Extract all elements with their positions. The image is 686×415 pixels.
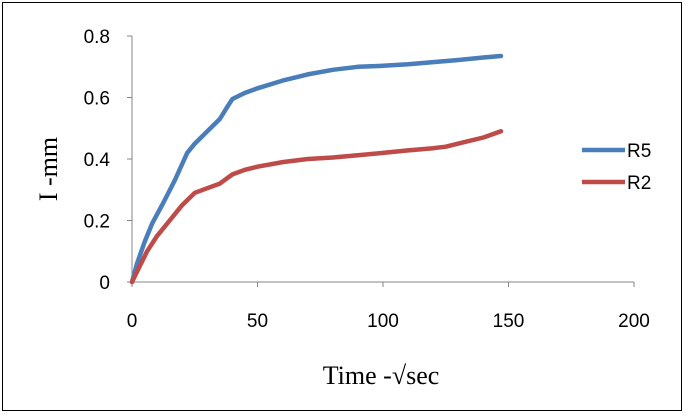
y-tick-label: 0 [99,273,110,294]
y-tick-label: 0.8 [84,27,110,48]
series-line-r5 [129,53,504,285]
y-axis-title: I -mm [34,137,63,201]
legend-label-r2: R2 [627,173,651,194]
series-lines [129,53,504,285]
legend-label-r5: R5 [627,141,651,162]
x-tick-label: 0 [127,311,138,332]
y-tick-label: 0.2 [84,212,110,233]
tick-marks [127,35,635,287]
tick-labels: 0 0.2 0.4 0.6 0.8 0 50 100 150 200 [84,27,650,332]
y-tick-label: 0.4 [84,150,111,171]
y-tick-label: 0.6 [84,89,110,110]
x-tick-label: 150 [493,311,525,332]
x-axis-title: Time -√sec [323,361,440,390]
series-line-r2 [129,129,504,285]
x-tick-label: 50 [247,311,268,332]
x-tick-label: 100 [367,311,399,332]
legend: R5 R2 [582,141,651,194]
axes [131,36,634,283]
x-tick-label: 200 [618,311,650,332]
